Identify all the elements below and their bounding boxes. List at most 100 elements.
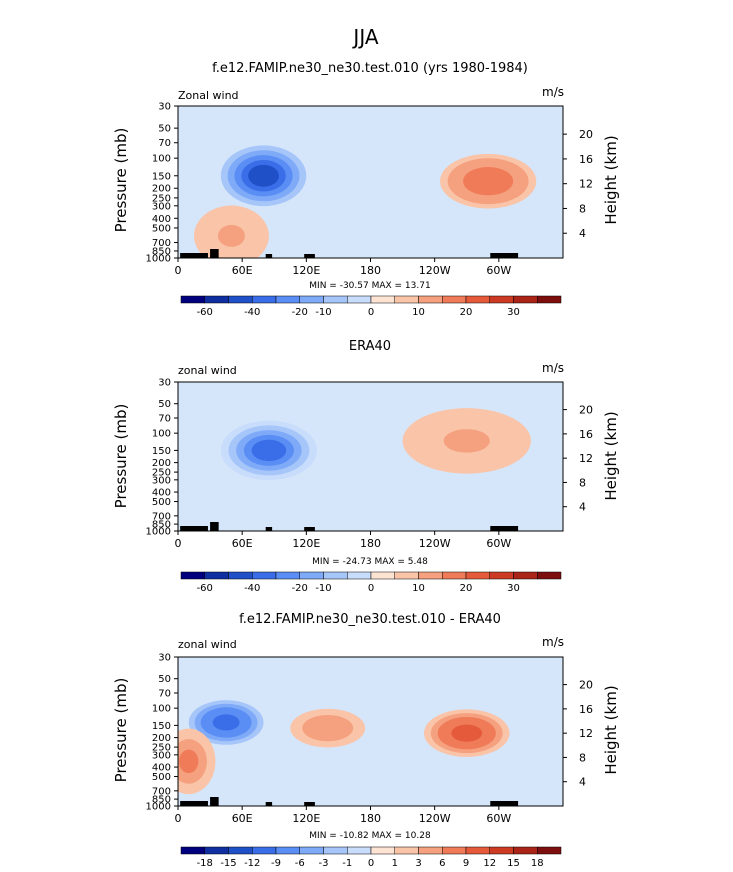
y-tick-label: 100 xyxy=(152,704,171,715)
height-tick-label: 8 xyxy=(579,476,586,489)
colorbar-swatch xyxy=(275,846,300,855)
x-tick-label: 0 xyxy=(175,537,182,550)
colorbar-label: 10 xyxy=(412,307,425,318)
colorbar-swatch xyxy=(347,846,372,855)
colorbar-swatch xyxy=(347,571,372,580)
colorbar-swatch xyxy=(299,571,324,580)
colorbar-swatch xyxy=(323,571,348,580)
colorbar-swatch xyxy=(513,571,538,580)
contour-1-5 xyxy=(248,164,279,187)
colorbar-label: 3 xyxy=(415,858,421,869)
colorbar-swatch xyxy=(418,295,443,304)
x-tick-label: 120W xyxy=(419,537,451,550)
colorbar-label: 6 xyxy=(439,858,445,869)
panel-2-left-label: zonal wind xyxy=(178,364,237,377)
colorbar-swatch xyxy=(489,571,514,580)
y-tick-label: 30 xyxy=(158,653,171,664)
y-tick-label: 300 xyxy=(152,201,171,212)
colorbar-label: -10 xyxy=(315,307,331,318)
colorbar-swatch xyxy=(537,846,562,855)
colorbar-swatch xyxy=(418,846,443,855)
x-tick-label: 120E xyxy=(292,812,320,825)
colorbar-swatch xyxy=(513,846,538,855)
colorbar-swatch xyxy=(370,846,395,855)
colorbar-swatch xyxy=(252,295,277,304)
panel-2-y-label: Pressure (mb) xyxy=(112,404,130,509)
x-tick-label: 120E xyxy=(292,537,320,550)
x-tick-label: 180 xyxy=(360,264,381,277)
colorbar-swatch xyxy=(252,571,277,580)
y-tick-label: 500 xyxy=(152,772,171,783)
panel-3-title: f.e12.FAMIP.ne30_ne30.test.010 - ERA40 xyxy=(239,612,501,627)
panel-1-units: m/s xyxy=(542,85,564,99)
colorbar-label: 0 xyxy=(368,583,374,594)
colorbar-label: -20 xyxy=(292,307,308,318)
contour-3-5 xyxy=(314,721,342,736)
panel-2-units: m/s xyxy=(542,361,564,375)
x-tick-label: 60W xyxy=(486,264,511,277)
colorbar-swatch xyxy=(418,571,443,580)
x-tick-label: 120E xyxy=(292,264,320,277)
y-tick-label: 70 xyxy=(158,414,171,425)
panel-2-stats: MIN = -24.73 MAX = 5.48 xyxy=(312,557,428,567)
colorbar-label: -60 xyxy=(197,583,213,594)
topography-block xyxy=(180,801,208,806)
colorbar-label: 0 xyxy=(368,307,374,318)
colorbar-label: -1 xyxy=(342,858,352,869)
topography-block xyxy=(265,802,273,806)
colorbar-swatch xyxy=(228,295,253,304)
colorbar-swatch xyxy=(394,846,419,855)
colorbar-label: -9 xyxy=(271,858,281,869)
height-tick-label: 12 xyxy=(579,452,593,465)
colorbar-label: 18 xyxy=(531,858,544,869)
topography-block xyxy=(210,522,219,531)
colorbar-label: -15 xyxy=(220,858,236,869)
colorbar-label: -12 xyxy=(244,858,260,869)
panel-2-colorbar: -60 -40 -20 -10 0 10 20 30 xyxy=(180,571,562,594)
x-tick-label: 180 xyxy=(360,812,381,825)
height-tick-label: 16 xyxy=(579,153,593,166)
y-tick-label: 100 xyxy=(152,429,171,440)
colorbar-label: 1 xyxy=(392,858,398,869)
panel-3-left-label: zonal wind xyxy=(178,638,237,651)
colorbar-label: -60 xyxy=(197,307,213,318)
topography-block xyxy=(180,526,208,531)
colorbar-label: 15 xyxy=(507,858,520,869)
y-tick-label: 1000 xyxy=(146,802,171,813)
colorbar-swatch xyxy=(370,571,395,580)
y-tick-label: 700 xyxy=(152,786,171,797)
panel-1-left-label: Zonal wind xyxy=(178,89,239,102)
x-tick-label: 0 xyxy=(175,812,182,825)
y-tick-label: 70 xyxy=(158,138,171,149)
colorbar-swatch xyxy=(537,295,562,304)
height-tick-label: 4 xyxy=(579,501,586,514)
y-tick-label: 250 xyxy=(152,468,171,479)
colorbar-swatch xyxy=(204,571,229,580)
topography-block xyxy=(304,527,315,531)
colorbar-swatch xyxy=(442,571,467,580)
contour-2-5 xyxy=(443,429,490,453)
colorbar-swatch xyxy=(489,846,514,855)
colorbar-swatch xyxy=(394,571,419,580)
colorbar-label: -10 xyxy=(315,583,331,594)
colorbar-label: -20 xyxy=(292,583,308,594)
colorbar-swatch xyxy=(465,295,490,304)
x-tick-label: 0 xyxy=(175,264,182,277)
colorbar-swatch xyxy=(180,846,205,855)
contour-1-5 xyxy=(251,439,287,462)
colorbar-label: -6 xyxy=(295,858,305,869)
contour-2-5 xyxy=(451,724,483,742)
topography-block xyxy=(265,254,273,258)
panel-2: ERA40 zonal wind m/s 3050701001502002503… xyxy=(112,339,620,594)
contour-4-5 xyxy=(179,749,199,774)
contour-2-5 xyxy=(470,171,506,192)
colorbar-swatch xyxy=(442,295,467,304)
panel-1-y-label: Pressure (mb) xyxy=(112,128,130,233)
colorbar-swatch xyxy=(465,571,490,580)
y-tick-label: 150 xyxy=(152,171,171,182)
y-tick-label: 850 xyxy=(152,795,171,806)
topography-block xyxy=(490,526,519,531)
y-tick-label: 1000 xyxy=(146,527,171,538)
